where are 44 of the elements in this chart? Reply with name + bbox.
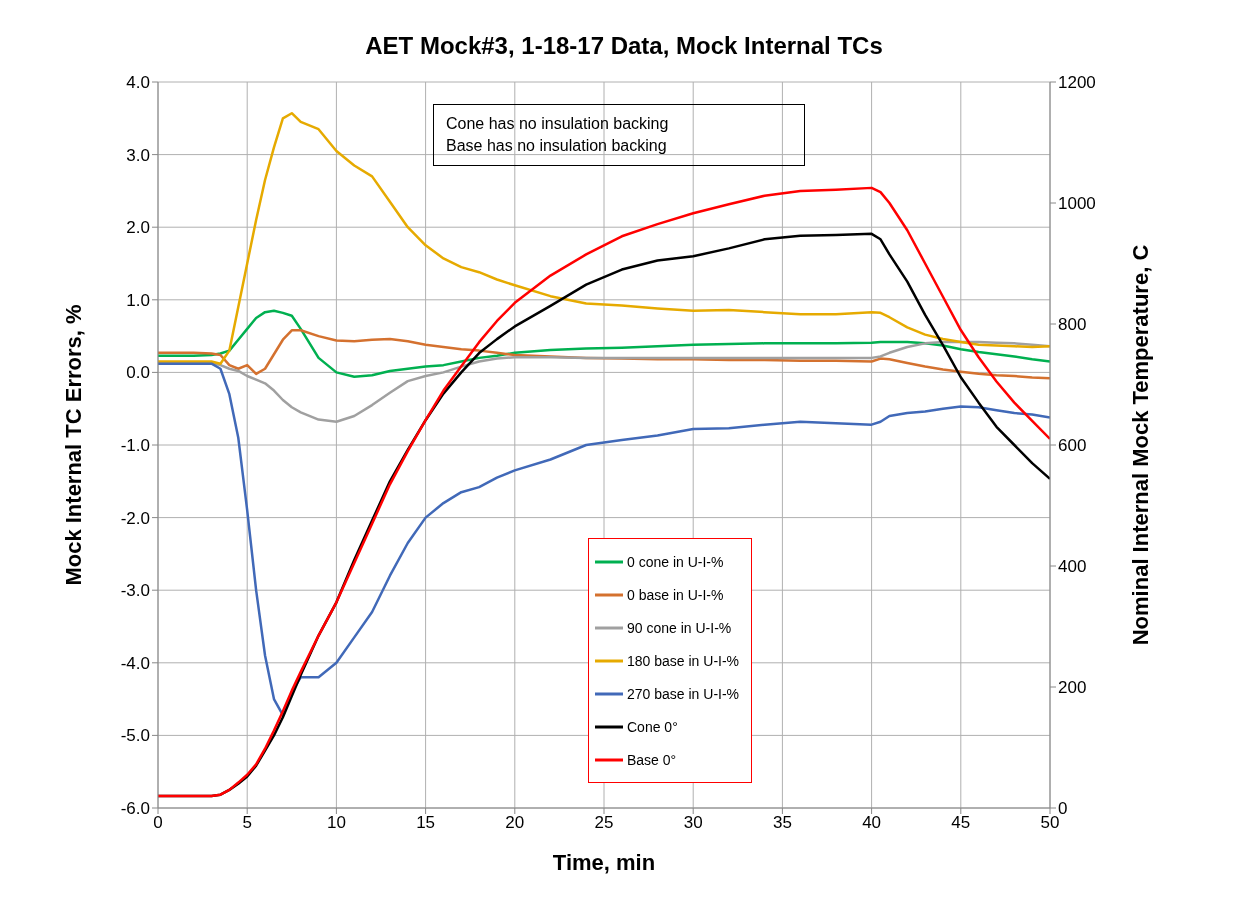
y2-tick-label: 400 [1058, 557, 1087, 577]
y-tick-label: -3.0 [120, 581, 150, 601]
x-tick-label: 10 [326, 813, 346, 833]
y2-tick-label: 800 [1058, 315, 1087, 335]
legend-label: 270 base in U-I-% [627, 685, 740, 702]
y-tick-label: -4.0 [120, 653, 150, 673]
y-tick-label: 0.0 [126, 363, 150, 383]
x-tick-label: 15 [416, 813, 436, 833]
chart-title: AET Mock#3, 1-18-17 Data, Mock Internal TCs [364, 32, 884, 60]
y-tick-label: -5.0 [120, 726, 150, 746]
legend-label: 0 cone in U-I-% [627, 553, 724, 570]
line-series [158, 309, 1050, 379]
y-tick-label: -6.0 [120, 799, 150, 819]
y-tick-label: 1.0 [126, 290, 150, 310]
x-tick-label: 30 [683, 813, 703, 833]
y2-tick-label: 200 [1058, 678, 1087, 698]
y-axis-title: Mock Internal TC Errors, % [60, 304, 86, 586]
y2-tick-label: 0 [1058, 799, 1068, 819]
y2-tick-label: 1000 [1058, 194, 1096, 214]
x-tick-label: 45 [951, 813, 971, 833]
y-tick-label: 4.0 [126, 73, 150, 93]
legend-label: Cone 0° [627, 718, 678, 735]
y-tick-label: -1.0 [120, 436, 150, 456]
y2-axis-title: Nominal Internal Mock Temperature, C [1127, 244, 1153, 646]
x-tick-label: 50 [1040, 813, 1060, 833]
y-tick-label: 3.0 [126, 145, 150, 165]
x-tick-label: 25 [594, 813, 614, 833]
legend-label: 180 base in U-I-% [627, 652, 740, 669]
y2-tick-label: 1200 [1058, 73, 1096, 93]
x-tick-label: 35 [772, 813, 792, 833]
y-tick-label: -2.0 [120, 508, 150, 528]
x-tick-label: 40 [862, 813, 882, 833]
line-series [158, 111, 1050, 365]
annotation: Base has no insulation backing [446, 136, 668, 156]
y2-tick-label: 600 [1058, 436, 1087, 456]
y-tick-label: 2.0 [126, 218, 150, 238]
legend-label: 0 base in U-I-% [627, 586, 724, 603]
x-tick-label: 20 [505, 813, 525, 833]
x-tick-label: 5 [242, 813, 252, 833]
x-tick-label: 0 [153, 813, 163, 833]
legend-label: Base 0° [627, 751, 677, 768]
x-axis-title: Time, min [552, 850, 656, 875]
annotation: Cone has no insulation backing [446, 114, 670, 134]
legend-label: 90 cone in U-I-% [627, 619, 732, 636]
